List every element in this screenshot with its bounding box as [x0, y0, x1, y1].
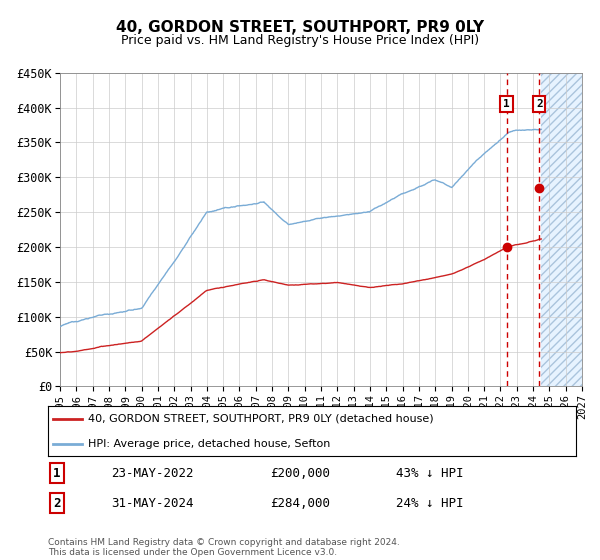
Text: £284,000: £284,000 — [270, 497, 330, 510]
Text: HPI: Average price, detached house, Sefton: HPI: Average price, detached house, Seft… — [88, 439, 330, 449]
Text: 43% ↓ HPI: 43% ↓ HPI — [397, 466, 464, 479]
Text: Contains HM Land Registry data © Crown copyright and database right 2024.
This d: Contains HM Land Registry data © Crown c… — [48, 538, 400, 557]
Text: 2: 2 — [53, 497, 61, 510]
Text: 40, GORDON STREET, SOUTHPORT, PR9 0LY (detached house): 40, GORDON STREET, SOUTHPORT, PR9 0LY (d… — [88, 414, 433, 423]
Text: 1: 1 — [53, 466, 61, 479]
Bar — [541, 73, 582, 386]
Text: 2: 2 — [536, 99, 542, 109]
Text: 31-MAY-2024: 31-MAY-2024 — [112, 497, 194, 510]
Text: 23-MAY-2022: 23-MAY-2022 — [112, 466, 194, 479]
Text: 40, GORDON STREET, SOUTHPORT, PR9 0LY: 40, GORDON STREET, SOUTHPORT, PR9 0LY — [116, 20, 484, 35]
Text: 1: 1 — [503, 99, 510, 109]
Text: 24% ↓ HPI: 24% ↓ HPI — [397, 497, 464, 510]
Bar — [541, 73, 582, 386]
Text: Price paid vs. HM Land Registry's House Price Index (HPI): Price paid vs. HM Land Registry's House … — [121, 34, 479, 46]
Text: £200,000: £200,000 — [270, 466, 330, 479]
